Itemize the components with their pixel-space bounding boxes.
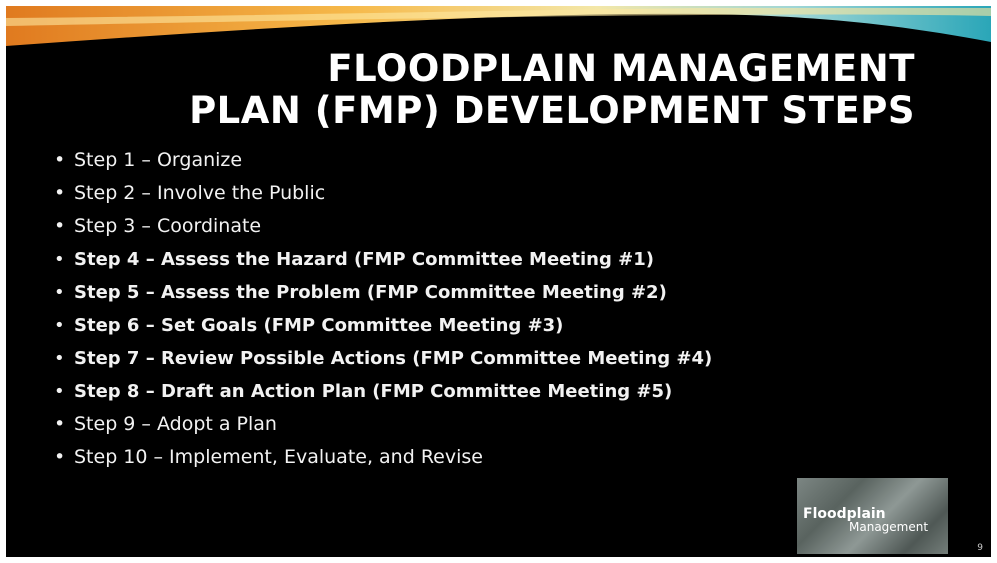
logo: Floodplain Management <box>797 478 948 554</box>
logo-text: Management <box>849 520 928 534</box>
bullet-item: Step 1 – Organize <box>54 144 712 177</box>
bullet-item: Step 7 – Review Possible Actions (FMP Co… <box>54 342 712 375</box>
title-line: FLOODPLAIN MANAGEMENT <box>115 48 915 90</box>
bullet-item: Step 4 – Assess the Hazard (FMP Committe… <box>54 243 712 276</box>
bullet-item: Step 3 – Coordinate <box>54 210 712 243</box>
title-line: PLAN (FMP) DEVELOPMENT STEPS <box>115 90 915 132</box>
page-number: 9 <box>977 543 983 553</box>
bullet-item: Step 2 – Involve the Public <box>54 177 712 210</box>
bullet-item: Step 8 – Draft an Action Plan (FMP Commi… <box>54 375 712 408</box>
bullet-list: Step 1 – OrganizeStep 2 – Involve the Pu… <box>54 144 712 474</box>
bullet-item: Step 9 – Adopt a Plan <box>54 408 712 441</box>
bullet-item: Step 5 – Assess the Problem (FMP Committ… <box>54 276 712 309</box>
slide: FLOODPLAIN MANAGEMENT PLAN (FMP) DEVELOP… <box>6 6 991 557</box>
bullet-item: Step 6 – Set Goals (FMP Committee Meetin… <box>54 309 712 342</box>
bullet-item: Step 10 – Implement, Evaluate, and Revis… <box>54 441 712 474</box>
page: FLOODPLAIN MANAGEMENT PLAN (FMP) DEVELOP… <box>0 0 997 563</box>
